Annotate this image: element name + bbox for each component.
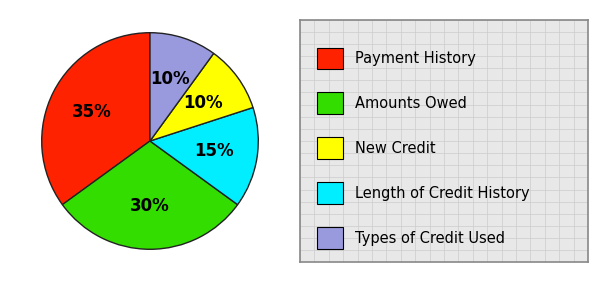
Text: Amounts Owed: Amounts Owed: [355, 96, 467, 111]
Bar: [317, 182, 343, 204]
Wedge shape: [150, 53, 253, 141]
Text: 10%: 10%: [150, 70, 190, 88]
Text: Types of Credit Used: Types of Credit Used: [355, 230, 505, 246]
Wedge shape: [42, 33, 150, 205]
Text: 30%: 30%: [130, 197, 170, 215]
Text: New Credit: New Credit: [355, 141, 436, 156]
Wedge shape: [150, 33, 214, 141]
Text: Payment History: Payment History: [355, 51, 476, 66]
Text: 35%: 35%: [72, 102, 112, 120]
Text: 15%: 15%: [194, 142, 234, 160]
Bar: [317, 92, 343, 114]
Text: Length of Credit History: Length of Credit History: [355, 186, 529, 201]
Wedge shape: [62, 141, 238, 249]
Text: 10%: 10%: [183, 94, 223, 112]
Bar: [317, 48, 343, 69]
Bar: [317, 227, 343, 249]
Bar: [317, 137, 343, 159]
Wedge shape: [150, 107, 258, 205]
